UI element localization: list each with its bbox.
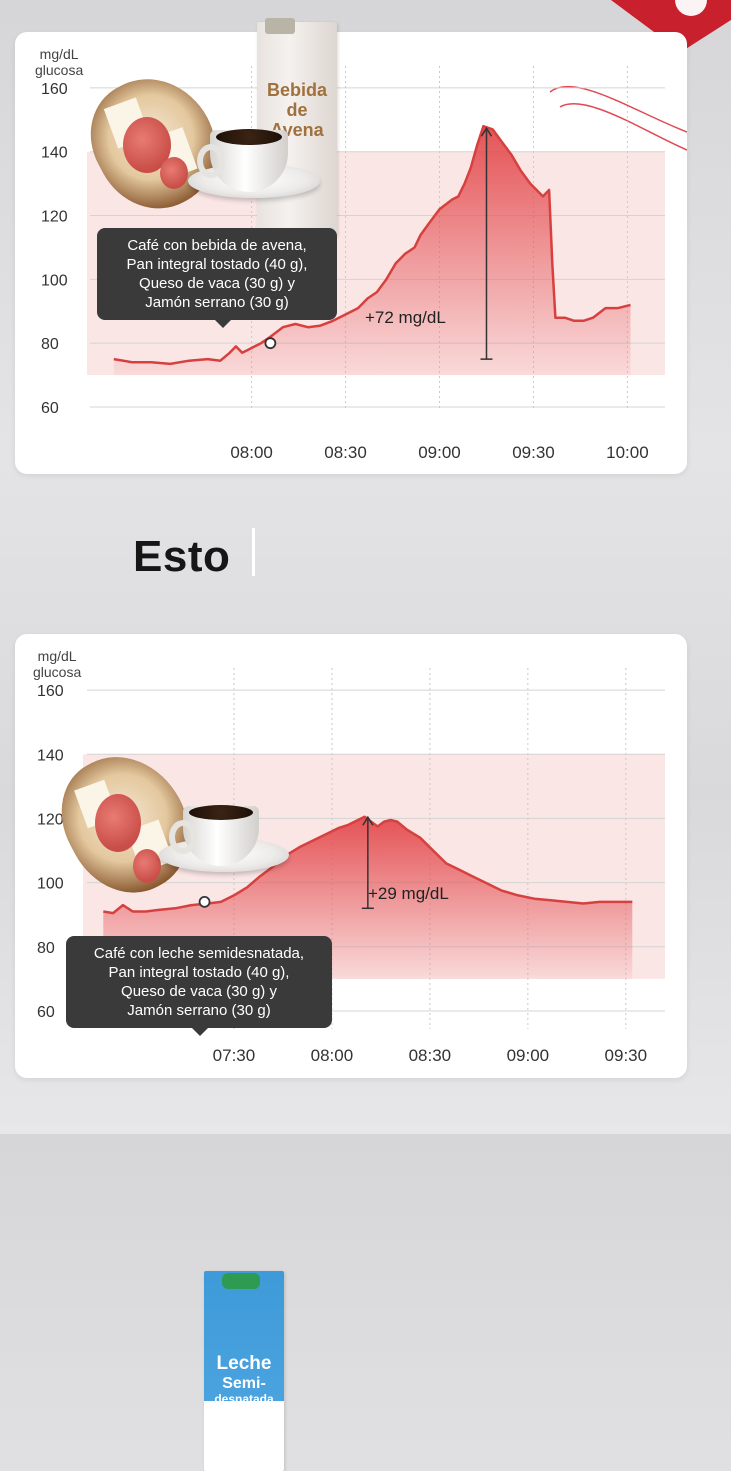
- x-tick-label: 08:00: [311, 1046, 354, 1065]
- x-tick-label: 08:00: [230, 443, 273, 462]
- oat-drink-carton: Bebida de Avena: [257, 18, 337, 237]
- y-tick-label: 120: [41, 209, 68, 226]
- y-axis-unit-label: mg/dL glucosa: [33, 648, 82, 680]
- glucose-series-line: [113, 124, 631, 366]
- glucose-rise-label: +29 mg/dL: [368, 884, 449, 903]
- x-tick-label: 08:30: [324, 443, 367, 462]
- glucose-series-line: [103, 815, 633, 915]
- x-tick-label: 07:30: [213, 1046, 256, 1065]
- meal-annotation-callout: Café con leche semidesnatada, Pan integr…: [66, 936, 332, 1028]
- y-tick-label: 100: [41, 272, 68, 289]
- text-cursor: [252, 528, 255, 576]
- semi-skimmed-milk-carton: Leche Semi- desnatada: [204, 1271, 284, 1471]
- brand-ribbon-decoration: [611, 0, 731, 52]
- meal-time-marker: [264, 337, 277, 350]
- x-tick-label: 09:00: [418, 443, 461, 462]
- y-tick-label: 160: [41, 81, 68, 98]
- y-tick-label: 160: [37, 683, 64, 700]
- y-tick-label: 80: [41, 336, 59, 353]
- x-tick-label: 08:30: [409, 1046, 452, 1065]
- meal-time-marker: [198, 895, 211, 908]
- divider-text: Esto: [133, 532, 231, 581]
- x-tick-label: 10:00: [606, 443, 649, 462]
- meal-annotation-callout: Café con bebida de avena, Pan integral t…: [97, 228, 337, 320]
- y-axis-unit-label: mg/dL glucosa: [35, 46, 84, 78]
- y-tick-label: 120: [37, 811, 64, 828]
- delta-bracket-arrow: [480, 126, 493, 137]
- delta-bracket-arrow: [362, 815, 374, 826]
- y-tick-label: 100: [37, 876, 64, 893]
- y-tick-label: 60: [37, 1004, 55, 1021]
- y-tick-label: 60: [41, 400, 59, 417]
- y-tick-label: 140: [41, 145, 68, 162]
- y-tick-label: 140: [37, 747, 64, 764]
- x-tick-label: 09:00: [507, 1046, 550, 1065]
- x-tick-label: 09:30: [512, 443, 555, 462]
- ham-illustration: [95, 794, 141, 852]
- x-tick-label: 09:30: [605, 1046, 648, 1065]
- glucose-chart-card-2: 60 80 100 120 140 160 07:30 08:00 08:30 09:00 09:3…: [15, 634, 687, 1471]
- glucose-rise-label: +72 mg/dL: [365, 308, 446, 327]
- glucose-chart-card-1: 60 80 100 120 140 160 08:00 08:30 09:00 09:30 10:0…: [15, 18, 687, 474]
- y-tick-label: 80: [37, 940, 55, 957]
- glucose-area-fill: [113, 126, 631, 376]
